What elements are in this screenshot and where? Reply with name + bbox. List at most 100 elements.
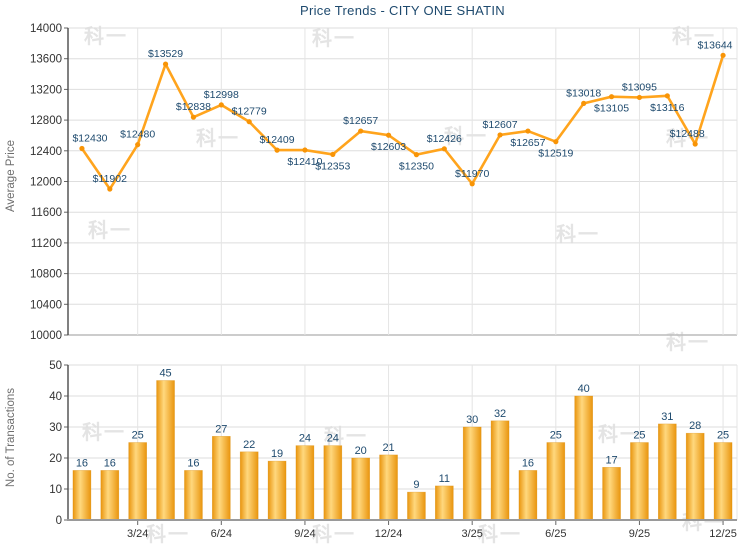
price-point: [525, 128, 531, 134]
price-point: [330, 151, 336, 158]
price-point: [218, 102, 224, 108]
price-point: [692, 141, 698, 147]
bar-value-label: 25: [550, 430, 562, 442]
price-point: [553, 139, 559, 145]
bar-value-label: 24: [327, 433, 339, 445]
price-point-label: $12426: [427, 133, 462, 145]
watermark-text: 科一: [312, 28, 356, 50]
watermark-text: 科一: [598, 424, 642, 446]
transaction-bar: [658, 423, 677, 521]
watermark-text: 科一: [666, 332, 710, 354]
y-tick-label: 11200: [31, 238, 62, 250]
price-point: [636, 94, 643, 101]
transaction-bar: [713, 442, 733, 521]
watermark-text: 科一: [478, 524, 522, 546]
x-tick-label: 6/24: [211, 528, 232, 540]
bar-value-label: 25: [132, 430, 144, 442]
price-point-label: $13116: [650, 102, 684, 114]
transaction-bar: [685, 432, 705, 521]
y-tick-label: 20: [49, 453, 62, 465]
y-tick-label: 10: [49, 484, 62, 496]
transaction-bar: [630, 442, 649, 521]
transaction-bar: [72, 470, 92, 521]
transaction-bar: [435, 485, 454, 521]
transaction-bar: [407, 491, 426, 521]
bar-value-label: 9: [413, 479, 419, 491]
price-point-label: $11902: [93, 173, 127, 185]
price-point-label: $11970: [455, 168, 489, 180]
transaction-bar: [184, 470, 203, 521]
x-tick-label: 12/24: [375, 528, 403, 540]
y-tick-label: 12400: [30, 146, 62, 158]
x-tick-label: 3/25: [461, 528, 482, 540]
price-point-label: $12603: [371, 141, 406, 153]
price-point-label: $12657: [510, 137, 545, 149]
transaction-bar: [239, 451, 259, 521]
x-tick-label: 9/25: [629, 528, 650, 540]
price-point-label: $12350: [399, 161, 434, 173]
transaction-bar: [379, 454, 398, 521]
watermark-text: 科一: [146, 524, 190, 546]
price-point: [497, 132, 503, 138]
bar-value-label: 24: [299, 433, 311, 445]
bar-value-label: 30: [466, 414, 478, 426]
bar-value-label: 45: [159, 368, 171, 380]
x-tick-label: 12/25: [709, 528, 737, 540]
bar-value-label: 22: [243, 439, 255, 451]
transaction-bar: [295, 445, 315, 521]
y-tick-label: 12800: [30, 115, 62, 127]
price-point-label: $12838: [176, 101, 211, 113]
y-tick-label: 30: [49, 422, 62, 434]
price-point: [608, 94, 615, 100]
y-tick-label: 10400: [30, 299, 62, 311]
transaction-bar: [490, 420, 510, 521]
price-point-label: $12779: [232, 106, 267, 118]
transaction-bar: [462, 426, 482, 521]
y-tick-label: 14000: [30, 23, 62, 35]
price-point: [135, 142, 141, 148]
price-point: [190, 114, 197, 120]
price-point: [385, 132, 392, 138]
watermark-text: 科一: [672, 26, 716, 48]
transaction-bar: [128, 442, 147, 521]
price-point-label: $12607: [483, 119, 518, 131]
price-point: [469, 181, 475, 187]
price-point-label: $12353: [315, 160, 350, 172]
price-point-label: $12409: [260, 134, 295, 146]
price-point-label: $13105: [594, 103, 629, 115]
bar-value-label: 32: [494, 408, 506, 420]
bar-value-label: 27: [215, 423, 227, 435]
price-point: [413, 152, 420, 158]
bar-value-label: 21: [382, 442, 394, 454]
y-tick-label: 10000: [30, 330, 62, 342]
price-point-label: $12488: [670, 128, 705, 140]
transaction-bar: [267, 460, 287, 521]
watermark-text: 科一: [84, 26, 128, 48]
bar-value-label: 17: [605, 454, 617, 466]
price-point-label: $12657: [343, 115, 378, 127]
y-tick-label: 11600: [31, 207, 62, 219]
price-point-label: $12410: [287, 156, 322, 168]
price-point-label: $12998: [204, 89, 239, 101]
bar-value-label: 19: [271, 448, 283, 460]
price-point: [664, 93, 670, 99]
price-point: [107, 186, 113, 192]
bar-value-label: 20: [355, 445, 367, 457]
bar-value-label: 40: [578, 383, 590, 395]
transaction-bar: [323, 445, 343, 521]
transactions-axis-title: No. of Transactions: [5, 388, 17, 488]
x-tick-label: 9/24: [294, 528, 315, 540]
y-tick-label: 0: [56, 515, 62, 527]
watermark-text: 科一: [196, 128, 240, 150]
bar-value-label: 25: [633, 430, 645, 442]
y-tick-label: 13600: [30, 54, 62, 66]
bar-value-label: 31: [661, 411, 673, 423]
y-tick-label: 50: [49, 360, 62, 372]
bar-value-label: 25: [717, 430, 729, 442]
x-tick-label: 6/25: [545, 528, 566, 540]
price-point-label: $13018: [566, 87, 601, 99]
bar-value-label: 16: [76, 457, 88, 469]
transaction-bar: [100, 470, 120, 521]
watermark-text: 科一: [444, 126, 488, 148]
